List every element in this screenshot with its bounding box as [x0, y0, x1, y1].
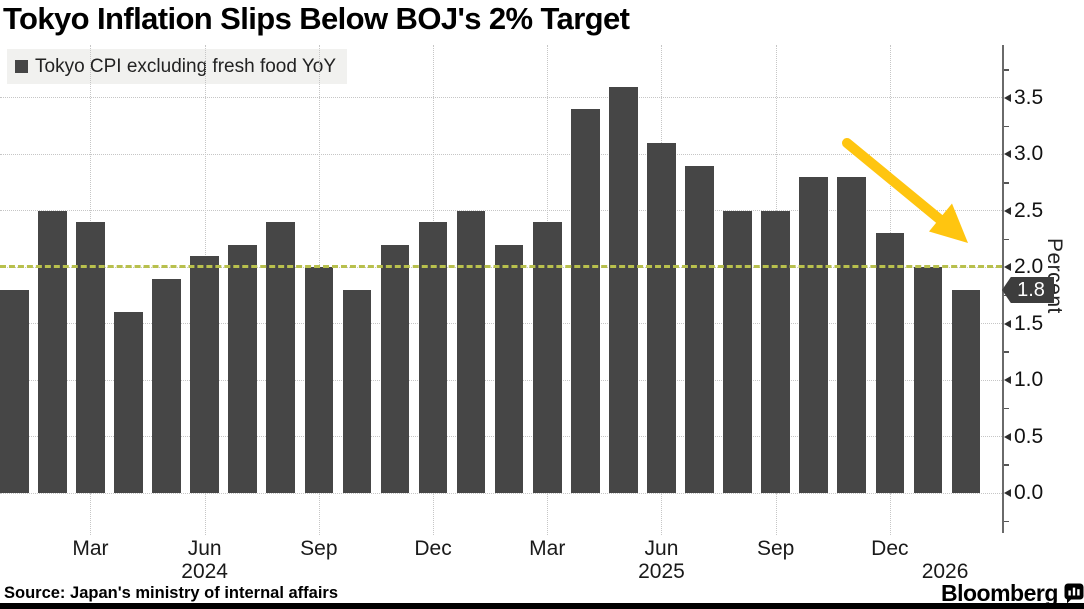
- bar: [342, 289, 372, 493]
- y-minor-tick: [1004, 464, 1009, 466]
- v-gridline-stub: [661, 493, 663, 535]
- y-tick-label: 3.5: [1014, 85, 1044, 109]
- y-minor-tick: [1004, 125, 1009, 128]
- bar: [76, 222, 105, 493]
- bar: [0, 289, 29, 493]
- bar: [647, 143, 676, 493]
- bar: [837, 176, 867, 493]
- bloomberg-logo: Bloomberg: [941, 580, 1084, 607]
- bar: [951, 289, 981, 493]
- bar: [304, 267, 334, 493]
- y-tick-icon: [1004, 263, 1011, 272]
- legend: Tokyo CPI excluding fresh food YoY: [7, 49, 348, 84]
- last-value-badge: 1.8: [1002, 277, 1054, 303]
- h-gridline: [0, 492, 1002, 494]
- bar: [266, 222, 296, 493]
- bar: [38, 210, 67, 493]
- chart-title: Tokyo Inflation Slips Below BOJ's 2% Tar…: [3, 1, 630, 36]
- x-tick-label: Dec: [414, 537, 452, 560]
- v-gridline-stub: [318, 493, 320, 535]
- y-tick-icon: [1004, 489, 1011, 497]
- y-minor-tick: [1004, 182, 1009, 184]
- bar: [685, 165, 714, 493]
- bar: [532, 222, 562, 493]
- legend-swatch-icon: [15, 60, 28, 73]
- x-tick-label: Mar: [72, 537, 109, 560]
- bar: [913, 267, 943, 493]
- source-attribution: Source: Japan's ministry of internal aff…: [4, 584, 339, 602]
- y-tick-label: 0.5: [1014, 424, 1044, 448]
- bloomberg-chart-bubble-icon: [1064, 583, 1084, 604]
- y-tick-icon: [1004, 432, 1011, 441]
- x-tick-label: Jun: [644, 537, 679, 560]
- downtrend-arrow-icon: [842, 138, 968, 243]
- bar: [456, 210, 486, 493]
- y-tick-label: 3.0: [1014, 142, 1044, 166]
- v-gridline-stub: [204, 493, 206, 535]
- y-tick-label: 1.5: [1014, 311, 1044, 335]
- y-tick-label: 2.0: [1014, 255, 1044, 279]
- bar: [571, 109, 600, 493]
- y-tick-icon: [1004, 150, 1011, 159]
- h-gridline: [0, 153, 1002, 155]
- x-year-label: 2025: [638, 560, 685, 583]
- y-minor-tick: [1004, 351, 1009, 353]
- bar: [494, 244, 524, 493]
- bar: [609, 86, 638, 493]
- bar: [799, 176, 829, 493]
- y-minor-tick: [1004, 69, 1009, 71]
- bloomberg-wordmark: Bloomberg: [941, 580, 1058, 606]
- v-gridline-stub: [433, 493, 435, 535]
- bottom-rule: [0, 603, 1084, 609]
- x-tick-label: Dec: [871, 537, 909, 560]
- y-minor-tick: [1004, 238, 1009, 241]
- y-tick-icon: [1004, 376, 1011, 385]
- bar: [875, 233, 905, 493]
- x-year-label: 2026: [921, 560, 969, 583]
- y-tick-label: 0.0: [1014, 481, 1044, 504]
- x-tick-label: Sep: [756, 537, 795, 560]
- bar: [190, 255, 219, 493]
- y-minor-tick: [1004, 407, 1009, 410]
- bar: [152, 278, 181, 493]
- x-tick-label: Sep: [300, 537, 338, 560]
- last-value-badge-text: 1.8: [1017, 278, 1045, 301]
- bar: [114, 312, 143, 493]
- h-gridline: [0, 210, 1002, 212]
- y-tick-label: 1.0: [1014, 368, 1044, 392]
- y-tick-icon: [1004, 206, 1011, 215]
- v-gridline-stub: [90, 493, 92, 535]
- y-tick-label: 2.5: [1014, 198, 1044, 222]
- v-gridline-stub: [775, 493, 777, 535]
- bar: [418, 222, 448, 493]
- y-tick-icon: [1004, 319, 1011, 328]
- bar: [380, 244, 410, 493]
- x-tick-label: Jun: [187, 537, 222, 560]
- x-year-label: 2024: [181, 560, 228, 583]
- v-gridline-stub: [547, 493, 549, 535]
- x-tick-label: Mar: [529, 537, 566, 560]
- v-gridline-stub: [889, 493, 891, 535]
- h-gridline: [0, 97, 1002, 99]
- bar: [761, 210, 790, 493]
- y-minor-tick: [1004, 520, 1009, 523]
- bar: [723, 210, 752, 493]
- target-line: [0, 265, 1002, 269]
- bar: [228, 244, 257, 493]
- legend-label: Tokyo CPI excluding fresh food YoY: [35, 55, 337, 77]
- y-tick-icon: [1004, 93, 1011, 102]
